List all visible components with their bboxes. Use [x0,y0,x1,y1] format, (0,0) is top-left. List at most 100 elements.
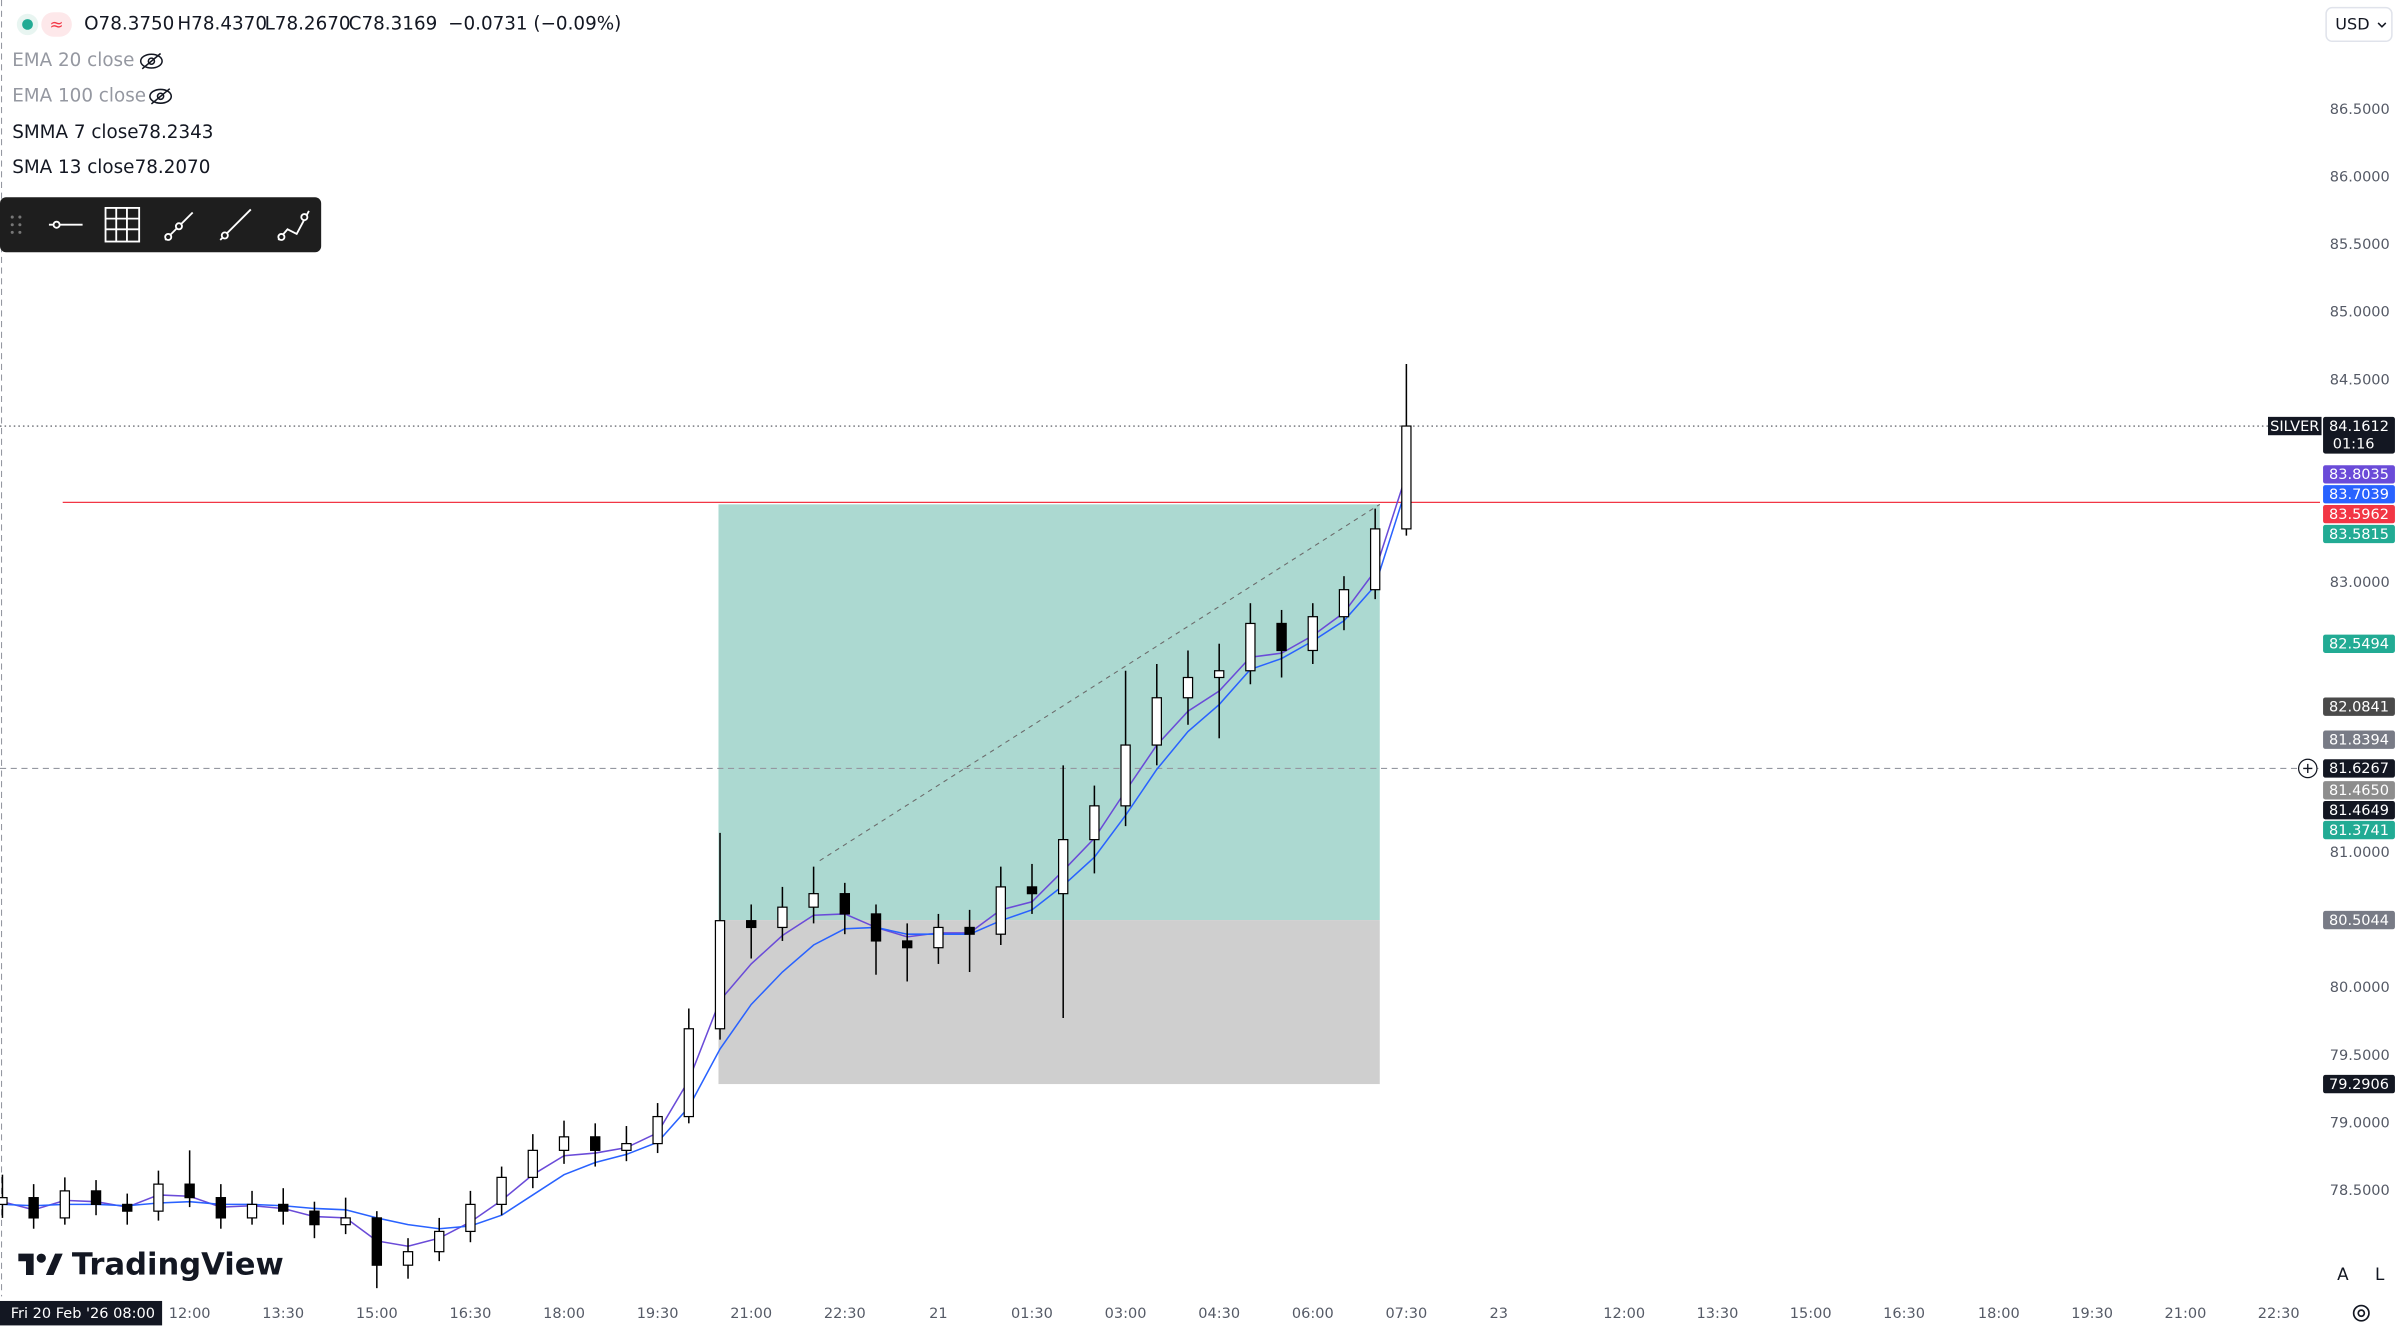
trend-line-tool[interactable] [164,211,194,241]
x-tick-label: 18:00 [1978,1306,2020,1322]
position-price-tag-label: 80.5044 [2329,913,2389,929]
crosshair-price-tag-label: 81.6267 [2329,761,2389,777]
candle-body [1057,839,1069,895]
alert-price-tag [2323,504,2395,524]
log-scale-button[interactable]: L [2375,1264,2385,1284]
position-price-tag-label: 83.5815 [2329,527,2389,543]
settings-gear[interactable] [2352,1304,2370,1322]
indicator-label[interactable]: EMA 20 close [12,50,134,71]
ray-tool[interactable] [219,208,252,241]
drawing-toolbar [0,197,322,253]
moving-average-line [2,487,1408,1230]
x-tick-label: 15:00 [1790,1306,1832,1322]
symbol-tag [2268,416,2322,436]
path-tool[interactable] [277,210,310,241]
candle-body [808,893,819,908]
logo-mark [45,1253,63,1275]
price-marker-tag-label: 82.5494 [2329,637,2389,653]
grid-tool[interactable] [104,206,141,243]
candle-body [90,1190,102,1206]
candle-body [995,886,1006,935]
candle-body [434,1230,445,1253]
candle-body [371,1217,383,1266]
price-marker-tag-label: 81.8394 [2329,732,2389,748]
price-marker-tag [2323,697,2395,716]
x-tick-label: 12:00 [1603,1306,1645,1322]
ohlc-high: H78.4370 [177,13,267,34]
x-tick-label: 21:00 [2164,1306,2206,1322]
x-tick-label: 13:30 [262,1306,304,1322]
indicator-price-tag [2323,465,2395,484]
x-tick-label: 22:30 [2258,1306,2300,1322]
candle-body [1026,886,1038,895]
position-price-tag [2323,524,2395,544]
indicator-label[interactable]: SMA 13 close [12,157,134,178]
y-tick-label: 86.0000 [2330,170,2390,186]
candle-body [1276,622,1287,652]
candle-body [777,906,788,929]
candle-body [933,926,944,949]
overlay: ≈ O78.3750 H78.4370 L78.2670 C78.3169 −0… [0,6,2393,1326]
price-marker-tag-label: 81.4650 [2329,783,2389,799]
candle-body [870,913,882,942]
candle-body [122,1203,133,1212]
indicator-value: 78.2070 [135,157,211,178]
price-marker-tag [2323,781,2395,800]
price-marker-tag-label: 82.0841 [2329,699,2389,715]
x-tick-label: 06:00 [1292,1306,1334,1322]
y-tick-label: 79.0000 [2330,1115,2390,1131]
alert-price-tag-label: 83.5962 [2329,507,2389,523]
candle-body [714,920,726,1030]
candle-body [0,1197,8,1206]
candle-body [652,1115,663,1145]
x-tick-label: 21 [929,1306,947,1322]
dropdown-caret[interactable] [2377,22,2387,28]
auto-scale-button[interactable]: A [2337,1264,2349,1284]
last-price-tag [2323,416,2395,454]
logo-text: TradingView [72,1247,284,1282]
hidden-eye-icon[interactable] [139,52,163,70]
price-marker-tag [2323,634,2395,653]
x-tick-label: 22:30 [824,1306,866,1322]
candle-body [1089,805,1100,841]
candle-body [465,1203,476,1233]
x-tick-label: 23 [1490,1306,1508,1322]
logo: TradingView [18,1247,284,1282]
candle-body [1307,616,1318,652]
x-tick-label: 01:30 [1011,1306,1053,1322]
price-marker-tag [2323,820,2395,840]
y-tick-label: 79.5000 [2330,1048,2390,1064]
indicator-price-tag-label: 83.8035 [2329,467,2389,483]
candle-body [590,1136,601,1151]
last-price-tag-label: 84.1612 [2329,419,2389,435]
candle-body [1213,670,1225,679]
status-dot [22,19,33,30]
hidden-eye-icon[interactable] [149,88,173,105]
candle-body [1151,697,1162,746]
candle-body [964,926,975,935]
logo-mark [36,1253,46,1263]
horizontal-line-tool[interactable] [48,220,83,229]
currency-button[interactable] [2325,6,2393,43]
y-tick-label: 84.5000 [2330,372,2390,388]
indicator-label[interactable]: SMMA 7 close [12,122,138,143]
candle-body [496,1176,507,1206]
price-marker-tag-label: 81.4649 [2329,803,2389,819]
candle-body [902,940,913,949]
status-icon: ≈ [50,14,64,34]
ohlc-change: −0.0731 (−0.09%) [448,13,621,34]
indicator-label[interactable]: EMA 100 close [12,85,146,106]
x-tick-label: 19:30 [637,1306,679,1322]
currency-label[interactable]: USD [2335,15,2369,34]
y-tick-label: 81.0000 [2330,845,2390,861]
candle-body [278,1203,289,1212]
drag-handle[interactable] [10,215,22,234]
candle-body [215,1197,227,1219]
candle-body [1401,425,1412,530]
x-tick-label: 16:30 [1883,1306,1925,1322]
position-price-tag-label: 79.2906 [2329,1077,2389,1093]
position-path [819,503,1381,862]
x-tick-label: 07:30 [1385,1306,1427,1322]
candle-body [28,1197,39,1219]
